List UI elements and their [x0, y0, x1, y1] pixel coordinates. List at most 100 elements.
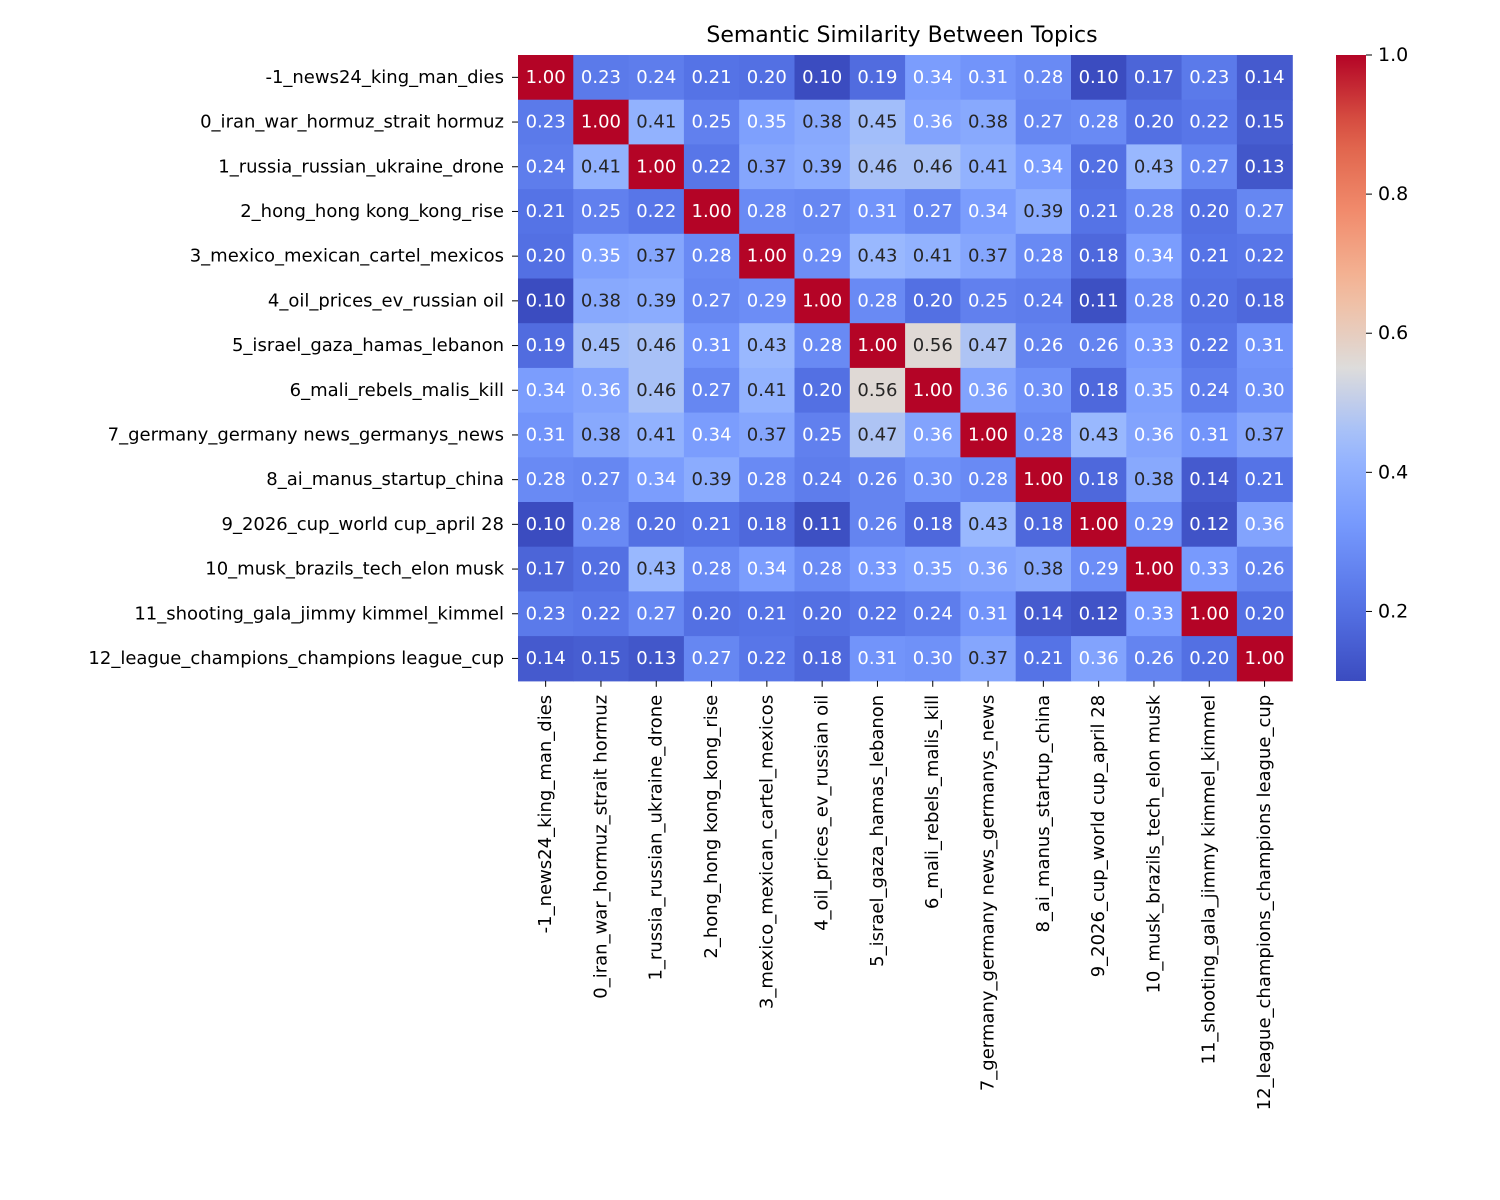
heatmap-cell	[1015, 412, 1072, 458]
heatmap-cell	[518, 412, 574, 458]
heatmap-cell	[1015, 55, 1072, 101]
heatmap-cell	[518, 55, 574, 101]
cell-value-label: 0.23	[1189, 67, 1229, 88]
heatmap-cell	[1015, 591, 1072, 637]
heatmap-cell	[794, 55, 851, 101]
column-label: 8_ai_manus_startup_china	[1033, 695, 1054, 933]
heatmap-cell	[628, 457, 685, 503]
heatmap-cell	[960, 278, 1017, 324]
cell-value-label: 0.26	[1023, 335, 1063, 356]
cell-value-label: 0.28	[747, 201, 787, 222]
row-labels: -1_news24_king_man_dies 0_iran_war_hormuz…	[88, 67, 518, 669]
heatmap-cell	[1181, 144, 1238, 190]
cell-value-label: 0.29	[1079, 559, 1119, 580]
cell-value-label: 0.36	[913, 424, 953, 445]
heatmap-cell	[1071, 367, 1127, 414]
heatmap-cell	[518, 278, 574, 324]
heatmap-cell	[1181, 457, 1238, 503]
heatmap-cell	[683, 636, 740, 682]
cell-value-label: 0.20	[1189, 201, 1229, 222]
cell-value-label: 1.00	[1189, 603, 1229, 624]
cell-value-label: 0.43	[857, 246, 897, 267]
heatmap-cell	[518, 591, 574, 637]
cell-value-label: 0.38	[581, 424, 621, 445]
cell-value-label: 0.10	[526, 514, 566, 535]
colorbar-tick-label: 0.8	[1378, 183, 1408, 205]
heatmap-cell	[573, 144, 630, 190]
cell-value-label: 0.22	[692, 156, 732, 177]
heatmap-cell	[1126, 55, 1183, 101]
cell-value-label: 0.30	[1023, 380, 1063, 401]
row-label: 1_russia_russian_ukraine_drone	[218, 156, 504, 177]
cell-value-label: 0.41	[747, 380, 787, 401]
heatmap-cell	[794, 546, 851, 592]
cell-value-label: 0.18	[913, 514, 953, 535]
heatmap-cell	[1181, 278, 1238, 324]
heatmap-cell	[518, 233, 574, 280]
cell-value-label: 0.34	[636, 469, 676, 490]
heatmap-cell	[849, 189, 906, 235]
heatmap-cell	[628, 367, 685, 414]
cell-value-label: 1.00	[692, 201, 732, 222]
heatmap-cell	[1015, 278, 1072, 324]
cell-value-label: 0.28	[1079, 112, 1119, 133]
cell-value-label: 0.18	[802, 648, 842, 669]
heatmap-cell	[849, 278, 906, 324]
cell-value-label: 0.36	[1079, 648, 1119, 669]
heatmap-cell	[905, 636, 961, 682]
heatmap-cell	[683, 144, 740, 190]
heatmap-cell	[518, 546, 574, 592]
cell-value-label: 0.11	[802, 514, 842, 535]
heatmap-cell	[1236, 502, 1293, 548]
cell-value-label: 0.46	[636, 335, 676, 356]
heatmap-cell	[905, 323, 961, 369]
heatmap-cell	[628, 55, 685, 101]
cell-value-label: 0.31	[968, 603, 1008, 624]
heatmap-cell	[960, 323, 1017, 369]
heatmap-cell	[1126, 99, 1183, 145]
heatmap-cell	[905, 367, 961, 414]
heatmap-cell	[573, 189, 630, 235]
heatmap-cell	[849, 502, 906, 548]
heatmap-cell	[573, 367, 630, 414]
cell-value-label: 0.20	[1245, 603, 1285, 624]
heatmap-cell	[628, 591, 685, 637]
heatmap-cell	[1181, 502, 1238, 548]
heatmap-cell	[960, 636, 1017, 682]
heatmap-cell	[573, 412, 630, 458]
heatmap-cell	[739, 144, 796, 190]
cell-value-label: 0.37	[747, 424, 787, 445]
cell-value-label: 0.43	[1079, 424, 1119, 445]
heatmap-cell	[1071, 278, 1127, 324]
heatmap-cell	[628, 636, 685, 682]
column-label: 10_musk_brazils_tech_elon musk	[1143, 694, 1164, 993]
cell-value-label: 0.39	[636, 290, 676, 311]
cell-value-label: 0.47	[857, 424, 897, 445]
column-label: 0_iran_war_hormuz_strait hormuz	[590, 695, 611, 999]
cell-value-label: 0.27	[913, 201, 953, 222]
heatmap-cell	[628, 323, 685, 369]
row-label: 10_musk_brazils_tech_elon musk	[205, 559, 504, 580]
colorbar-tick-label: 0.4	[1378, 461, 1408, 483]
cell-value-label: 0.24	[1023, 290, 1063, 311]
heatmap-cell	[683, 233, 740, 280]
cell-value-label: 0.28	[1134, 290, 1174, 311]
cell-value-label: 0.29	[747, 290, 787, 311]
cell-value-label: 0.24	[802, 469, 842, 490]
cell-value-label: 0.20	[802, 380, 842, 401]
cell-value-label: 0.11	[1079, 290, 1119, 311]
heatmap-cell	[849, 144, 906, 190]
cell-value-label: 0.38	[802, 112, 842, 133]
cell-value-label: 0.18	[1079, 469, 1119, 490]
cell-value-label: 0.33	[1134, 603, 1174, 624]
cell-value-label: 0.21	[526, 201, 566, 222]
cell-value-label: 1.00	[747, 246, 787, 267]
heatmap-cell	[628, 412, 685, 458]
cell-value-label: 0.31	[857, 648, 897, 669]
heatmap-cell	[1181, 412, 1238, 458]
heatmap-cell	[683, 99, 740, 145]
cell-value-label: 0.21	[1079, 201, 1119, 222]
cell-value-label: 1.00	[857, 335, 897, 356]
cell-value-label: 0.28	[1134, 201, 1174, 222]
cell-value-label: 0.13	[636, 648, 676, 669]
